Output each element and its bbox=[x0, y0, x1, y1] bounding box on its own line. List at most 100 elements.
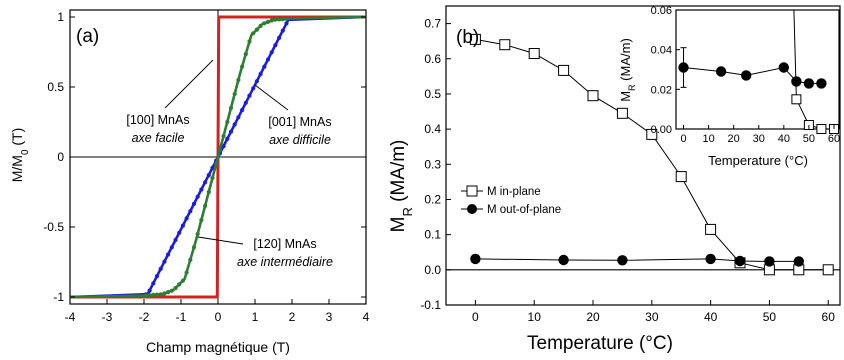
panel-a-y-tick-label: 0.5 bbox=[47, 80, 64, 94]
curve-intermediate-axis-point bbox=[236, 77, 241, 83]
series-in-plane-point bbox=[646, 128, 658, 140]
panel-a-y-label-main: M/M bbox=[9, 155, 25, 182]
inset-out-of-plane-point bbox=[741, 70, 752, 81]
series-in-plane-point bbox=[469, 33, 481, 45]
series-in-plane-point bbox=[587, 90, 599, 102]
series-out-of-plane-line bbox=[475, 258, 799, 262]
curve-intermediate-axis-point bbox=[247, 39, 252, 44]
series-out-of-plane-point bbox=[470, 253, 481, 265]
series-out-of-plane-point bbox=[558, 254, 569, 266]
curve-intermediate-axis-point bbox=[195, 231, 200, 237]
panel-b-y-label-sub: R bbox=[400, 207, 415, 216]
curve-intermediate-axis-point bbox=[151, 292, 156, 297]
annotation-hard-axis-line2: axe difficile bbox=[269, 133, 331, 147]
curve-hard-axis-point bbox=[195, 194, 200, 199]
panel-a-y-tick-label: 1 bbox=[57, 10, 64, 24]
curve-hard-axis-point bbox=[240, 108, 245, 113]
curve-intermediate-axis-point bbox=[158, 292, 163, 297]
curve-intermediate-axis-point bbox=[228, 105, 234, 111]
panel-a-x-tick-label: -4 bbox=[65, 310, 76, 324]
panel-b-label: (b) bbox=[456, 27, 479, 48]
panel-a-x-axis-label: Champ magnétique (T) bbox=[146, 339, 290, 355]
curve-intermediate-axis-point bbox=[210, 175, 215, 181]
series-in-plane-point bbox=[822, 264, 834, 276]
inset-x-axis-label: Temperature (°C) bbox=[708, 153, 808, 168]
panel-b-y-tick-label: 0.3 bbox=[424, 157, 441, 171]
annotation-hard-axis: [001] MnAs axe difficile bbox=[254, 84, 332, 147]
curve-hard-axis-point bbox=[147, 288, 152, 293]
curve-intermediate-axis-point bbox=[173, 286, 178, 291]
series-in-plane-point bbox=[616, 107, 628, 119]
curve-intermediate-axis-point bbox=[166, 290, 171, 295]
annotation-hard-axis-line1: [001] MnAs bbox=[268, 115, 331, 129]
curve-hard-axis-point bbox=[247, 93, 252, 98]
panel-a-x-ticks: -4 -3 -2 -1 0 1 2 3 4 bbox=[65, 299, 370, 324]
panel-a-y-tick-label: -1 bbox=[53, 290, 64, 304]
panel-b-y-tick-label: 0.0 bbox=[424, 263, 441, 277]
panel-b-y-ticks: -0.1 0.0 0.1 0.2 0.3 0.4 0.5 0.6 0.7 bbox=[420, 17, 451, 312]
series-out-of-plane-point bbox=[793, 256, 804, 267]
panel-b-y-tick-label: 0.4 bbox=[424, 122, 441, 136]
curve-intermediate-axis-point bbox=[269, 18, 274, 23]
series-in-plane-point bbox=[675, 171, 687, 183]
inset-x-tick-label: 30 bbox=[753, 133, 765, 145]
panel-a-plot-area bbox=[69, 9, 367, 305]
panel-b-y-tick-label: 0.5 bbox=[424, 87, 441, 101]
curve-hard-axis-point bbox=[232, 122, 237, 127]
curve-hard-axis-point bbox=[280, 28, 285, 33]
inset-out-of-plane-point bbox=[778, 62, 789, 73]
curve-hard-axis-point bbox=[251, 86, 256, 91]
curve-intermediate-axis-point bbox=[251, 31, 256, 36]
curve-intermediate-axis-point bbox=[265, 19, 271, 24]
panel-b-y-tick-label: 0.1 bbox=[424, 228, 441, 242]
inset-out-of-plane-point bbox=[715, 66, 727, 77]
inset-y-ticks: 0.00 0.02 0.04 0.06 bbox=[651, 5, 680, 136]
annotation-hard-axis-leader bbox=[254, 84, 289, 111]
curve-intermediate-axis-point bbox=[188, 257, 193, 262]
panel-a-label: (a) bbox=[76, 26, 99, 47]
panel-a-y-tick-label: -0.5 bbox=[43, 220, 64, 234]
series-in-plane-point bbox=[705, 223, 717, 235]
curve-hard-axis-point bbox=[265, 57, 271, 62]
inset-x-tick-label: 40 bbox=[778, 133, 790, 145]
panel-a-x-tick-label: 2 bbox=[289, 310, 296, 324]
panel-a-x-tick-label: -1 bbox=[176, 310, 187, 324]
curve-intermediate-axis-point bbox=[221, 133, 226, 139]
curve-hard-axis-point bbox=[188, 209, 193, 214]
annotation-intermediate-axis-line1: [120] MnAs bbox=[253, 237, 316, 251]
series-in-plane-point bbox=[558, 64, 570, 76]
curve-intermediate-axis-point bbox=[254, 27, 259, 32]
panel-a-x-tick-label: -2 bbox=[139, 310, 150, 324]
annotation-intermediate-axis: [120] MnAs axe intermédiaire bbox=[197, 236, 333, 269]
panel-b-y-tick-label: -0.1 bbox=[420, 298, 441, 312]
panel-b-plot-area bbox=[445, 5, 841, 306]
curve-hard-axis-point bbox=[199, 187, 204, 192]
curve-hard-axis-point bbox=[184, 216, 189, 221]
panel-b-x-axis-label: Temperature (°C) bbox=[527, 333, 673, 354]
curve-intermediate-axis-point bbox=[147, 293, 152, 298]
annotation-easy-axis-leader bbox=[164, 59, 214, 109]
panel-b-frame bbox=[445, 5, 841, 306]
curve-hard-axis-point bbox=[277, 35, 282, 41]
inset-y-tick-label: 0.04 bbox=[651, 45, 672, 57]
inset-x-tick-label: 10 bbox=[702, 133, 714, 145]
curve-hard-axis-point bbox=[169, 245, 174, 250]
series-out-of-plane-point bbox=[764, 256, 775, 267]
panel-a-x-tick-label: 4 bbox=[363, 310, 370, 324]
curve-hard-axis-point bbox=[206, 173, 211, 178]
curve-hard-axis-point bbox=[228, 129, 234, 134]
legend-label-out-of-plane: M out-of-plane bbox=[487, 204, 561, 216]
legend: M in-plane M out-of-plane bbox=[461, 185, 561, 216]
curve-intermediate-axis-point bbox=[217, 147, 222, 153]
curve-intermediate-axis-point bbox=[262, 21, 267, 26]
curve-intermediate-axis-point bbox=[177, 282, 182, 287]
curve-intermediate-axis-point bbox=[273, 17, 278, 22]
panel-b-x-tick-label: 30 bbox=[645, 310, 659, 324]
curve-hard-axis-point bbox=[262, 64, 267, 69]
panel-a-x-tick-label: -3 bbox=[102, 310, 113, 324]
curve-hard-axis-point bbox=[273, 43, 278, 48]
curve-hard-axis-point bbox=[243, 100, 248, 105]
panel-b-y-tick-label: 0.6 bbox=[424, 52, 441, 66]
curve-intermediate-axis-point bbox=[206, 189, 211, 195]
